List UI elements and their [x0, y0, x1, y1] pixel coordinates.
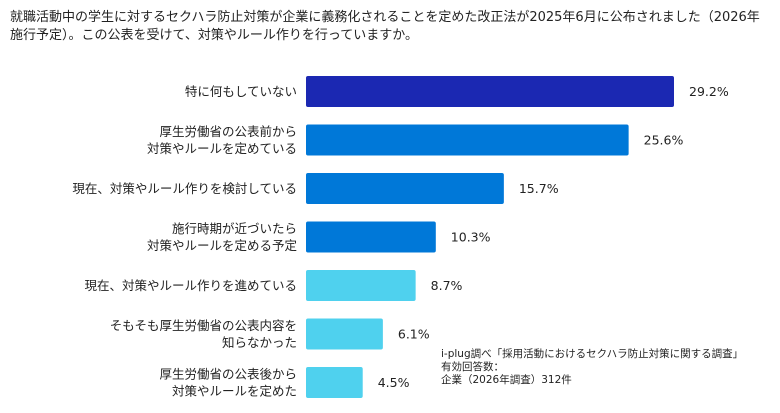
chart-title: 就職活動中の学生に対するセクハラ防止対策が企業に義務化されることを定めた改正法が… [10, 10, 760, 43]
source-note: i-plug調べ「採用活動におけるセクハラ防止対策に関する調査」 有効回答数： … [441, 348, 743, 387]
category-label: 対策やルールを定めた [172, 384, 297, 399]
category-label: そもそも厚生労働省の公表内容を [110, 318, 297, 333]
category-label: 対策やルールを定める予定 [147, 238, 297, 253]
response-count-label: 有効回答数： [441, 361, 504, 373]
category-label: 厚生労働省の公表後から [159, 367, 297, 382]
bar [306, 173, 504, 204]
bar [306, 221, 436, 253]
source-line: i-plug調べ「採用活動におけるセクハラ防止対策に関する調査」 [441, 348, 744, 360]
data-label: 6.1% [398, 327, 430, 342]
category-label: 現在、対策やルール作りを検討している [72, 181, 297, 196]
data-label: 15.7% [519, 181, 559, 196]
bar [306, 270, 416, 301]
category-label: 施行時期が近づいたら [172, 221, 297, 236]
data-label: 4.5% [378, 375, 410, 390]
category-label: 厚生労働省の公表前から [159, 124, 297, 139]
bar [306, 318, 383, 350]
data-label: 25.6% [644, 133, 684, 148]
category-label: 特に何もしていない [185, 84, 297, 99]
category-label: 現在、対策やルール作りを進めている [84, 278, 297, 293]
category-label: 対策やルールを定めている [147, 141, 297, 156]
data-label: 10.3% [451, 230, 491, 245]
response-count: 企業（2026年調査）312件 [441, 374, 572, 386]
data-label: 29.2% [689, 84, 729, 99]
data-label: 8.7% [431, 278, 463, 293]
bar [306, 124, 629, 156]
bar [306, 76, 674, 107]
bar [306, 367, 363, 398]
category-label: 知らなかった [222, 335, 297, 350]
